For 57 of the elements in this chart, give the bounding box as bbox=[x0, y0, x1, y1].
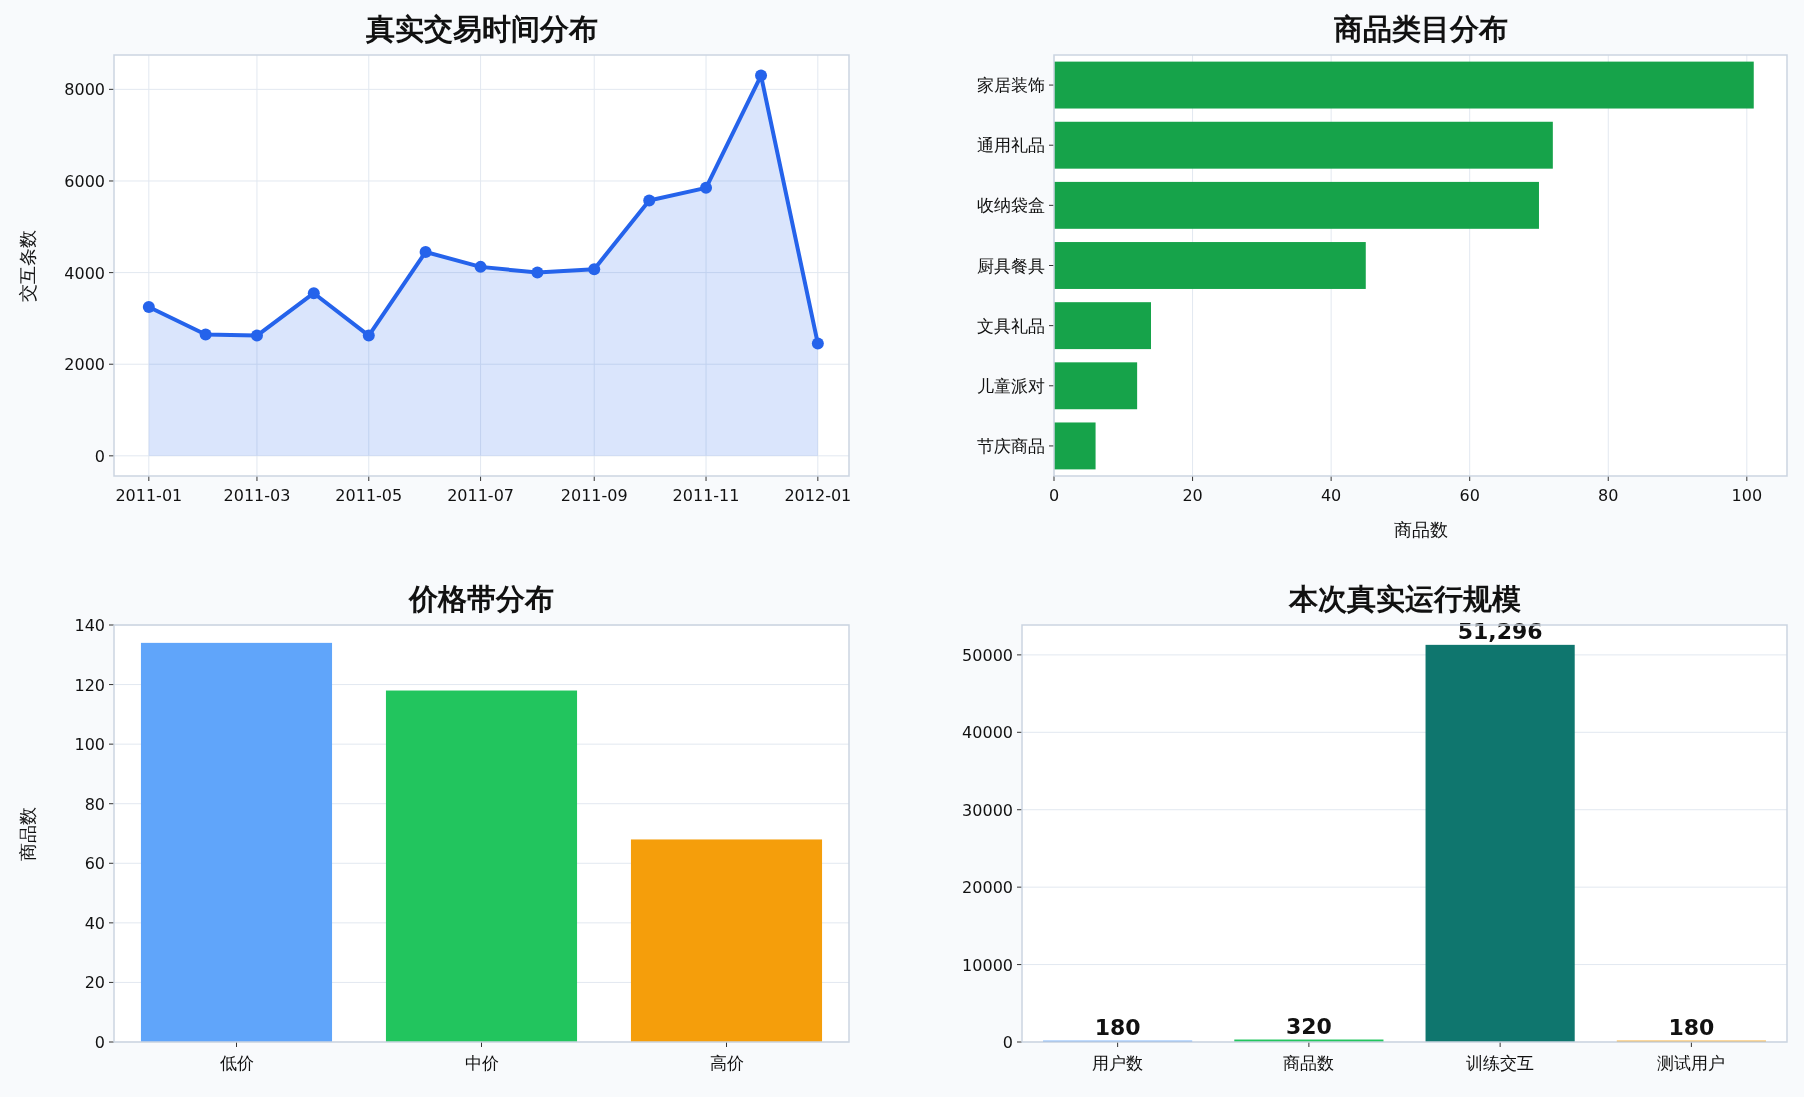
y-tick-label: 100 bbox=[74, 735, 105, 755]
y-axis-title: 商品数 bbox=[17, 806, 38, 861]
y-tick-label: 120 bbox=[74, 675, 105, 695]
data-label: 180 bbox=[1668, 1014, 1715, 1040]
y-tick-label: 4000 bbox=[64, 263, 105, 283]
x-tick-label: 0 bbox=[1048, 486, 1060, 505]
y-tick-label: 8000 bbox=[64, 80, 105, 100]
x-tick-label: 用户数 bbox=[1092, 1053, 1144, 1073]
y-tick-label: 50000 bbox=[962, 645, 1013, 665]
x-tick-label: 40 bbox=[1320, 486, 1342, 505]
y-tick-label: 0 bbox=[1002, 1033, 1013, 1052]
y-tick-label: 0 bbox=[94, 1033, 105, 1052]
x-tick-label: 80 bbox=[1598, 486, 1619, 505]
chart-title: 商品类目分布 bbox=[1332, 12, 1508, 46]
y-tick-label: 0 bbox=[94, 446, 105, 466]
x-tick-label: 60 bbox=[1459, 486, 1480, 505]
x-tick-label: 2011-09 bbox=[560, 486, 628, 505]
y-tick-label: 2000 bbox=[64, 355, 105, 375]
chart-title: 本次真实运行规模 bbox=[1287, 582, 1521, 616]
data-label: 180 bbox=[1094, 1014, 1141, 1040]
y-tick-label: 30000 bbox=[962, 800, 1013, 820]
x-axis-title: 商品数 bbox=[1393, 519, 1448, 540]
chart-title: 价格带分布 bbox=[408, 582, 554, 616]
y-tick-label: 140 bbox=[74, 616, 105, 635]
y-tick-label: 儿童派对 bbox=[977, 375, 1045, 396]
chart-title: 真实交易时间分布 bbox=[364, 12, 598, 46]
y-tick-label: 厨具餐具 bbox=[977, 255, 1045, 276]
y-tick-label: 10000 bbox=[962, 955, 1013, 975]
x-tick-label: 2011-11 bbox=[672, 486, 740, 505]
x-tick-label: 高价 bbox=[709, 1053, 744, 1073]
x-tick-label: 低价 bbox=[219, 1053, 254, 1073]
data-label: 320 bbox=[1285, 1013, 1332, 1039]
x-tick-label: 100 bbox=[1731, 486, 1763, 505]
data-label: 51,296 bbox=[1457, 618, 1543, 644]
y-tick-label: 80 bbox=[84, 794, 105, 814]
x-tick-label: 2011-03 bbox=[223, 486, 291, 505]
y-tick-label: 40 bbox=[84, 913, 105, 933]
x-tick-label: 训练交互 bbox=[1466, 1053, 1535, 1073]
y-tick-label: 文具礼品 bbox=[977, 315, 1045, 336]
y-tick-label: 20000 bbox=[962, 878, 1013, 898]
y-tick-label: 20 bbox=[84, 973, 105, 993]
y-tick-label: 60 bbox=[84, 854, 105, 874]
x-tick-label: 测试用户 bbox=[1657, 1053, 1726, 1073]
x-tick-label: 中价 bbox=[464, 1053, 499, 1073]
x-tick-label: 商品数 bbox=[1283, 1053, 1335, 1073]
x-tick-label: 2011-07 bbox=[447, 486, 515, 505]
y-tick-label: 收纳袋盒 bbox=[977, 195, 1045, 216]
y-tick-label: 40000 bbox=[962, 723, 1013, 743]
y-tick-label: 家居装饰 bbox=[977, 75, 1045, 96]
y-tick-label: 节庆商品 bbox=[977, 435, 1045, 456]
x-tick-label: 20 bbox=[1182, 486, 1203, 505]
y-tick-label: 6000 bbox=[64, 171, 105, 191]
x-tick-label: 2012-01 bbox=[784, 486, 852, 505]
x-tick-label: 2011-01 bbox=[115, 486, 183, 505]
y-axis-title: 交互条数 bbox=[17, 229, 38, 302]
x-tick-label: 2011-05 bbox=[335, 486, 403, 505]
y-tick-label: 通用礼品 bbox=[977, 135, 1045, 156]
